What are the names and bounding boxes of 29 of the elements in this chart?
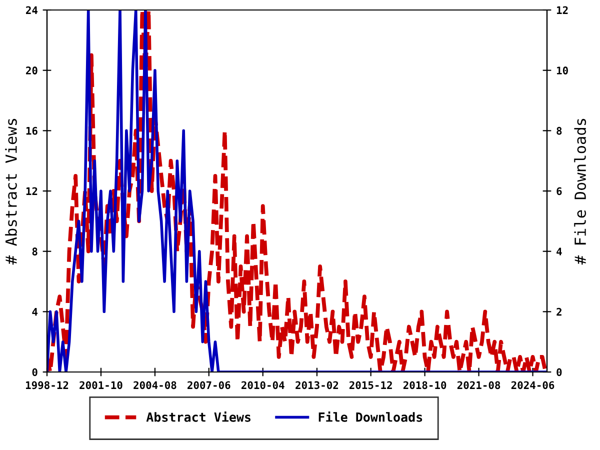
y-tick-label: 20: [26, 66, 38, 74]
x-tick-label: 2010-04: [242, 381, 284, 390]
y-tick-label: 0: [32, 368, 38, 376]
y-tick-label: 16: [26, 126, 38, 135]
x-tick-label: 2007-06: [188, 381, 230, 390]
y2-tick-label: 12: [556, 6, 568, 14]
x-tick-label: 2004-08: [134, 381, 176, 390]
x-tick-label: 2021-08: [457, 381, 500, 390]
y2-tick-label: 2: [556, 308, 562, 316]
line-series: [47, 10, 547, 372]
x-tick-label: 2018-10: [403, 381, 446, 390]
y2-tick-label: 4: [556, 248, 562, 256]
y2-tick-label: 8: [556, 126, 562, 135]
legend-label: File Downloads: [318, 411, 422, 422]
y2-tick-label: 0: [556, 368, 562, 376]
y-tick-label: 4: [32, 308, 38, 316]
legend-label: Abstract Views: [146, 411, 250, 422]
y-axis-title: # Abstract Views: [5, 118, 17, 265]
x-tick-label: 2013-02: [296, 381, 338, 390]
y2-tick-label: 10: [556, 66, 568, 74]
x-tick-label: 2001-10: [80, 381, 122, 390]
y-tick-label: 12: [26, 187, 38, 195]
x-tick-label: 2024-06: [511, 381, 554, 390]
y2-tick-label: 6: [556, 187, 562, 196]
y-tick-label: 24: [26, 6, 38, 14]
y2-axis-title: # File Downloads: [574, 118, 586, 265]
x-tick-label: 1998-12: [26, 381, 68, 390]
y-tick-label: 8: [32, 248, 38, 256]
x-tick-label: 2015-12: [349, 381, 392, 390]
